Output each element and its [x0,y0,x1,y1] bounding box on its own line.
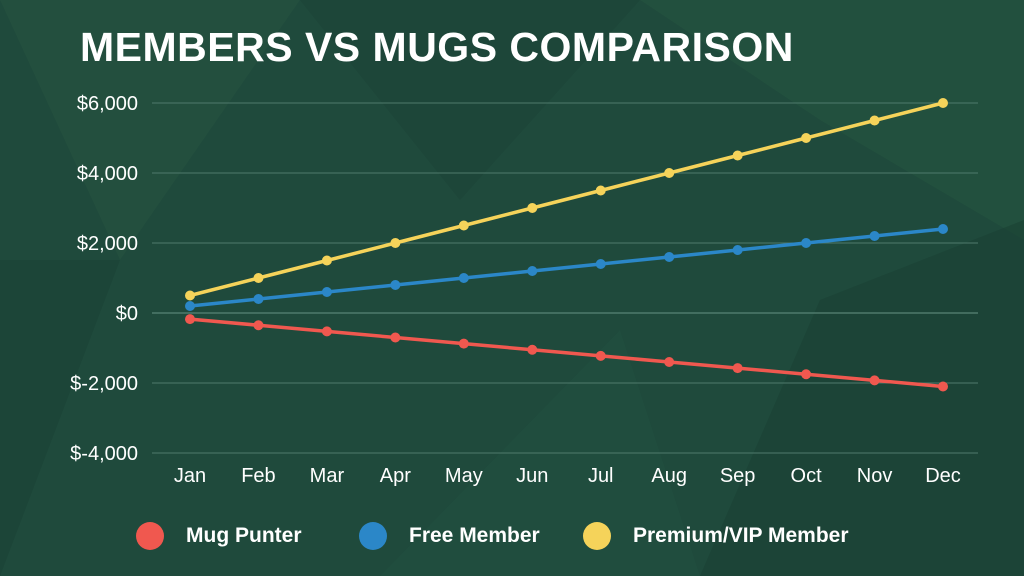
x-tick-label: Nov [857,465,893,487]
data-point-mug-punter[interactable] [664,357,675,367]
x-tick-label: Oct [791,465,823,487]
legend-item-mug-punter[interactable]: Mug Punter [136,518,302,554]
x-tick-label: Dec [925,465,961,487]
data-point-premium-vip-member[interactable] [185,290,195,301]
data-point-premium-vip-member[interactable] [321,255,332,266]
legend-label-premium-vip-member: Premium/VIP Member [633,524,849,547]
data-point-mug-punter[interactable] [595,350,606,361]
y-axis-tick-labels: $6,000 $4,000 $2,000 $0 $-2,000 $-4,000 [70,93,138,465]
y-tick-label: $4,000 [77,163,138,185]
data-point-premium-vip-member[interactable] [458,220,469,231]
series-lines [185,98,948,392]
data-point-premium-vip-member[interactable] [938,98,948,108]
x-tick-label: Feb [241,465,275,487]
data-point-premium-vip-member[interactable] [527,203,538,213]
data-point-mug-punter[interactable] [253,320,264,331]
x-tick-label: Mar [310,465,345,487]
data-point-mug-punter[interactable] [185,314,195,325]
data-point-mug-punter[interactable] [732,363,743,374]
legend-item-free-member[interactable]: Free Member [359,518,540,554]
x-axis-tick-labels: Jan Feb Mar Apr May Jun Jul Aug Sep Oct Nov Dec [174,465,961,487]
data-point-mug-punter[interactable] [801,369,812,380]
legend-label-free-member: Free Member [409,524,540,547]
y-tick-label: $6,000 [77,93,138,115]
legend-item-premium-vip-member[interactable]: Premium/VIP Member [583,518,849,554]
gridlines [152,102,978,454]
data-point-free-member[interactable] [185,301,195,311]
x-tick-label: Jan [174,465,206,487]
data-point-free-member[interactable] [390,280,401,290]
series-mug-punter [185,314,948,392]
legend: Mug Punter Free Member Premium/VIP Membe… [0,518,1024,554]
data-point-free-member[interactable] [321,287,332,297]
x-tick-label: Jun [516,465,548,487]
x-tick-label: Aug [651,465,687,487]
series-free-member [185,224,948,311]
data-point-premium-vip-member[interactable] [801,133,812,143]
data-point-premium-vip-member[interactable] [390,238,401,248]
data-point-mug-punter[interactable] [869,375,880,386]
series-premium-vip-member [185,98,948,301]
x-tick-label: Jul [588,465,614,487]
series-line-premium-vip-member [188,101,945,298]
data-point-mug-punter[interactable] [458,338,469,349]
data-point-free-member[interactable] [938,224,948,234]
y-tick-label: $0 [116,303,138,325]
data-point-mug-punter[interactable] [390,332,401,343]
data-point-mug-punter[interactable] [938,381,948,392]
chart-title: MEMBERS VS MUGS COMPARISON [80,24,794,70]
data-point-free-member[interactable] [595,259,606,269]
y-tick-label: $-4,000 [70,443,138,465]
data-point-free-member[interactable] [527,266,538,276]
legend-label-mug-punter: Mug Punter [186,524,302,547]
data-point-free-member[interactable] [458,273,469,283]
data-point-premium-vip-member[interactable] [253,273,264,283]
data-point-premium-vip-member[interactable] [732,150,743,161]
series-line-free-member [188,227,945,308]
y-tick-label: $2,000 [77,233,138,255]
data-point-premium-vip-member[interactable] [664,168,675,178]
data-point-free-member[interactable] [253,294,264,304]
data-point-mug-punter[interactable] [527,344,538,355]
x-tick-label: Apr [380,465,411,487]
data-point-free-member[interactable] [664,252,675,262]
mug-punter-marker-icon [136,522,164,550]
data-point-mug-punter[interactable] [321,326,332,337]
x-tick-label: Sep [720,465,756,487]
data-point-free-member[interactable] [869,231,880,241]
y-tick-label: $-2,000 [70,373,138,395]
data-point-free-member[interactable] [801,238,812,248]
x-tick-label: May [445,465,483,487]
series-line-mug-punter [188,317,945,389]
data-point-free-member[interactable] [732,245,743,255]
free-member-marker-icon [359,522,387,550]
data-point-premium-vip-member[interactable] [869,115,880,126]
premium-vip-member-marker-icon [583,522,611,550]
data-point-premium-vip-member[interactable] [595,185,606,196]
